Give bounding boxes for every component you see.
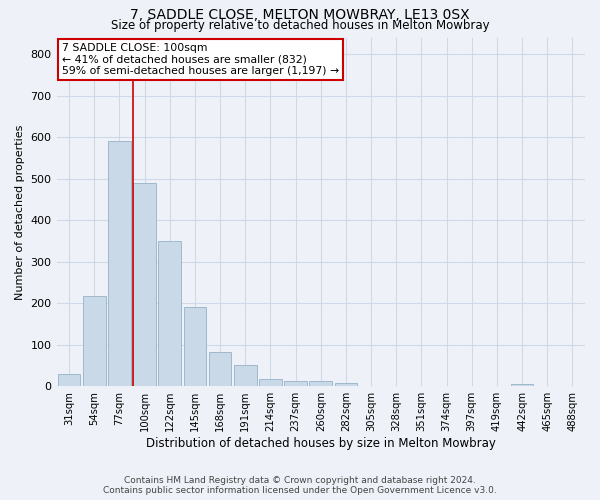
Bar (133, 183, 156, 386)
Bar (234, 364, 257, 386)
Bar (259, 379, 282, 386)
Text: 7 SADDLE CLOSE: 100sqm
← 41% of detached houses are smaller (832)
59% of semi-de: 7 SADDLE CLOSE: 100sqm ← 41% of detached… (62, 42, 339, 76)
Text: Contains HM Land Registry data © Crown copyright and database right 2024.
Contai: Contains HM Land Registry data © Crown c… (103, 476, 497, 495)
Bar (58, 374, 80, 386)
Bar (284, 381, 307, 386)
Y-axis label: Number of detached properties: Number of detached properties (15, 124, 25, 300)
Bar (158, 241, 181, 386)
Bar (108, 142, 131, 386)
Bar (310, 381, 332, 386)
X-axis label: Distribution of detached houses by size in Melton Mowbray: Distribution of detached houses by size … (146, 437, 496, 450)
Text: 7, SADDLE CLOSE, MELTON MOWBRAY, LE13 0SX: 7, SADDLE CLOSE, MELTON MOWBRAY, LE13 0S… (130, 8, 470, 22)
Bar (184, 308, 206, 386)
Bar (209, 352, 232, 386)
Bar (83, 296, 106, 386)
Bar (511, 384, 533, 386)
Bar (335, 383, 357, 386)
Text: Size of property relative to detached houses in Melton Mowbray: Size of property relative to detached ho… (110, 18, 490, 32)
